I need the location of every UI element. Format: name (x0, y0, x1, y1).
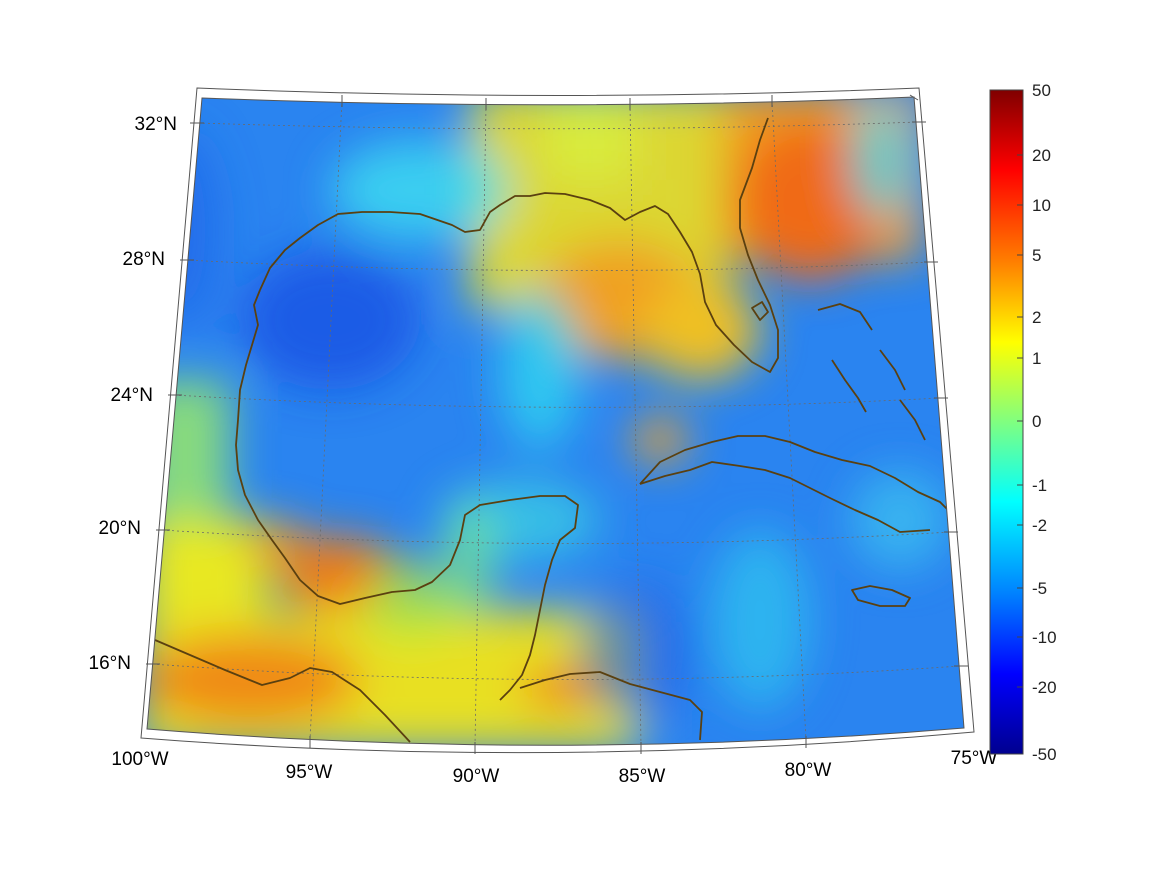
gulf-coastline (259, 117, 779, 373)
cuba-south-coastline (639, 461, 931, 533)
colorbar-label-50: 50 (1032, 81, 1051, 100)
colorbar-label-neg10: -10 (1032, 628, 1057, 647)
colorbar-label-10: 10 (1032, 196, 1051, 215)
bahamas-coastline (817, 303, 926, 441)
lat-label-24: 24°N (111, 385, 153, 406)
colorbar-label-neg20: -20 (1032, 678, 1057, 697)
graticule-lon-95 (309, 99, 343, 741)
graticule-lat-16 (151, 663, 961, 680)
lon-label-95: 95°W (286, 762, 333, 783)
lon-label-80: 80°W (785, 760, 832, 781)
graticule (151, 99, 961, 746)
field-layer (147, 97, 964, 746)
colorbar-label-20: 20 (1032, 146, 1051, 165)
map-frame (140, 87, 975, 754)
lon-label-85: 85°W (619, 766, 666, 787)
lat-label-32: 32°N (135, 114, 177, 135)
jamaica-coastline (851, 585, 911, 607)
mexico-coastline (235, 289, 579, 701)
colorbar-label-neg1: -1 (1032, 476, 1047, 495)
colorbar-ticks (1017, 154, 1023, 688)
colorbar-tick-labels: 50 20 10 5 2 1 0 -1 -2 -5 -10 -20 -50 (1032, 81, 1057, 764)
colorbar: 50 20 10 5 2 1 0 -1 -2 -5 -10 -20 -50 (989, 81, 1057, 764)
lat-label-20: 20°N (99, 518, 141, 539)
lon-label-100: 100°W (111, 749, 168, 770)
lat-label-16: 16°N (89, 653, 131, 674)
central-america-coastline (519, 671, 703, 741)
colorbar-label-neg50: -50 (1032, 745, 1057, 764)
cuba-coastline (639, 435, 951, 513)
coastlines (154, 117, 951, 743)
colorbar-label-0: 0 (1032, 412, 1041, 431)
longitude-labels: 100°W 95°W 90°W 85°W 80°W 75°W (111, 748, 997, 787)
graticule-lat-28 (185, 259, 931, 271)
graticule-lon-80 (771, 99, 807, 741)
lon-label-75: 75°W (951, 748, 998, 769)
pacific-coastline (154, 639, 411, 743)
latitude-labels: 32°N 28°N 24°N 20°N 16°N (89, 114, 177, 674)
lat-label-28: 28°N (123, 249, 165, 270)
graticule-lat-32 (197, 121, 919, 130)
lake-okeechobee (751, 301, 769, 321)
graticule-lon-85 (629, 103, 642, 746)
lon-label-90: 90°W (453, 766, 500, 787)
colorbar-label-2: 2 (1032, 308, 1041, 327)
colorbar-label-1: 1 (1032, 349, 1041, 368)
colorbar-gradient (989, 89, 1024, 755)
colorbar-label-neg5: -5 (1032, 579, 1047, 598)
graticule-lon-90 (474, 103, 487, 746)
colorbar-label-neg2: -2 (1032, 516, 1047, 535)
colorbar-label-5: 5 (1032, 246, 1041, 265)
frame-ticks (146, 94, 968, 754)
graticule-lat-24 (173, 394, 941, 408)
